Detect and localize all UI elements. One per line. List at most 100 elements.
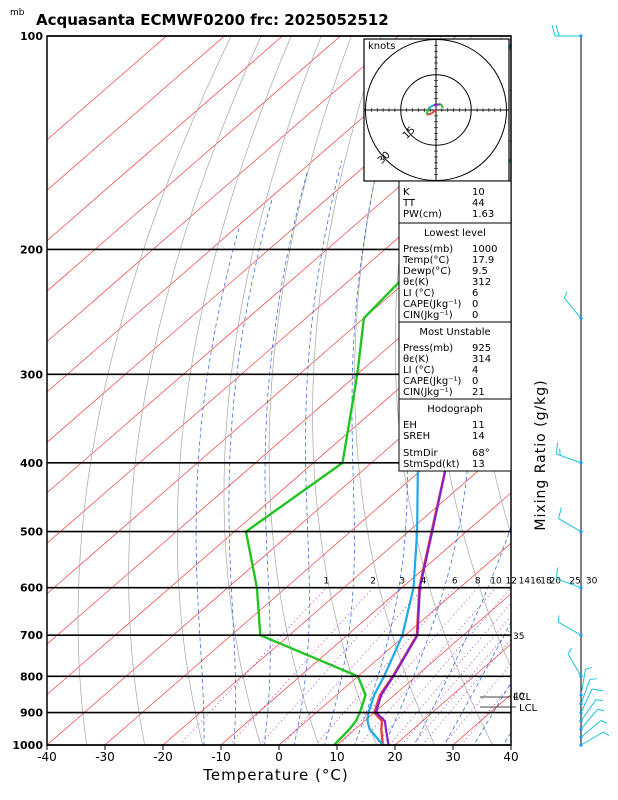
mixing-ratio-line <box>228 587 374 745</box>
mixing-ratio-line <box>359 587 497 745</box>
dry-adiabat-line <box>546 36 618 760</box>
hodograph-units-label: knots <box>368 41 395 52</box>
pressure-tick-label: 1000 <box>12 739 43 752</box>
wind-barb-flag <box>551 24 556 37</box>
isotherm-line <box>47 36 283 242</box>
mixing-ratio-label: 10 <box>490 577 502 587</box>
wind-barb-flag <box>591 688 604 692</box>
index-value: 13 <box>472 459 485 470</box>
hodograph-segment <box>425 107 430 116</box>
isotherm-line <box>510 744 511 745</box>
index-label: Temp(°C) <box>402 255 450 266</box>
index-label: K <box>403 187 410 198</box>
mixing-ratio-label: 1 <box>323 577 329 587</box>
isotherm-line <box>47 36 225 191</box>
mixing-ratio-label: 2 <box>370 577 376 587</box>
wind-barb-staff <box>563 297 582 319</box>
mixing-ratio-label: 6 <box>452 577 458 587</box>
isotherm-line <box>552 4 618 760</box>
index-value: 11 <box>472 420 485 431</box>
x-tick-label: -40 <box>37 750 57 764</box>
index-value: 314 <box>472 354 491 365</box>
wind-barb-flag <box>557 507 562 519</box>
index-value: 21 <box>472 387 485 398</box>
lcl-label-2: LCL <box>519 703 538 714</box>
mixing-ratio-label: 16 <box>530 577 542 587</box>
index-label: LI (°C) <box>403 365 435 376</box>
pressure-tick-label: 700 <box>20 629 43 642</box>
index-value: 312 <box>472 277 491 288</box>
index-label: Dewp(°C) <box>403 266 451 277</box>
index-value: 9.5 <box>472 266 488 277</box>
axis-ticks: -40 -30 -20 -10 0 10 20 30 40 <box>37 745 519 764</box>
index-label: StmDir <box>403 448 438 459</box>
pressure-tick-label: 200 <box>20 243 43 256</box>
x-axis-title: Temperature (°C) <box>202 766 348 784</box>
indices-panel: K 10 TT 44 PW(cm) 1.63 Lowest level Press(mb) 10… <box>398 180 512 472</box>
index-value: 4 <box>472 365 478 376</box>
isotherm-line <box>47 240 511 645</box>
wind-barb-staff <box>558 621 582 636</box>
mixing-ratio-line <box>339 587 479 745</box>
isotherm-line <box>336 593 511 745</box>
x-tick-label: -20 <box>153 750 173 764</box>
dry-adiabat-line <box>615 36 618 760</box>
dry-adiabat-line <box>312 36 382 745</box>
moist-adiabat-line <box>263 170 308 745</box>
wind-barb-staff <box>580 699 597 722</box>
index-value: 0 <box>472 376 478 387</box>
wind-barb-flag <box>559 448 561 456</box>
dry-adiabat-line <box>509 190 511 299</box>
x-tick-label: 40 <box>503 750 518 764</box>
x-tick-label: 20 <box>387 750 402 764</box>
pressure-tick-label: 500 <box>20 526 43 539</box>
wind-barb-staff <box>580 720 602 738</box>
isotherm-line <box>47 290 511 695</box>
isotherm-line <box>162 441 511 745</box>
index-value: 1.63 <box>472 209 494 220</box>
x-tick-label: -10 <box>211 750 231 764</box>
index-label: θε(K) <box>403 277 429 288</box>
mixing-ratio-label: 25 <box>569 577 580 587</box>
y-axis-title-right: Mixing Ratio (g/kg) <box>533 379 549 530</box>
wind-barb-flag <box>555 24 560 37</box>
dry-adiabat-line <box>394 36 494 745</box>
pressure-tick-label: 600 <box>20 582 43 595</box>
index-section-title: Hodograph <box>427 404 482 415</box>
index-value: 1000 <box>472 244 497 255</box>
x-tick-label: 30 <box>445 750 460 764</box>
dry-adiabat-line <box>176 36 292 745</box>
index-value: 17.9 <box>472 255 494 266</box>
index-value: 6 <box>472 288 478 299</box>
wind-barb-staff <box>567 653 582 677</box>
isotherm-line <box>47 36 167 141</box>
mixing-ratio-label: 12 <box>505 577 516 587</box>
index-value: 44 <box>472 198 485 209</box>
background-lines <box>47 4 618 760</box>
mixing-ratio-line <box>422 638 511 745</box>
wind-barb-flag <box>563 291 568 299</box>
hodograph-segment <box>428 104 435 109</box>
index-label: θε(K) <box>403 354 429 365</box>
index-label: Press(mb) <box>403 244 453 255</box>
index-value: 0 <box>472 310 478 321</box>
hodograph-segment <box>439 103 444 109</box>
isotherm-side-label: 35 <box>513 632 524 642</box>
wind-barb-flag <box>589 678 597 680</box>
wind-barb-flag <box>597 708 605 712</box>
index-value: 14 <box>472 431 485 442</box>
hodograph-ring <box>400 74 472 146</box>
mixing-ratio-label: 30 <box>586 577 598 587</box>
wind-barb-staff <box>580 708 599 730</box>
wind-barb-staff <box>580 688 593 713</box>
mixing-ratio-line <box>315 587 456 745</box>
index-label: LI (°C) <box>403 288 435 299</box>
isotherm-line <box>47 36 341 292</box>
hodograph-segment <box>430 109 437 115</box>
isotherm-line <box>104 391 511 745</box>
wind-barb-staff <box>580 731 604 746</box>
index-value: 10 <box>472 187 485 198</box>
wind-barb-staff <box>556 578 582 589</box>
